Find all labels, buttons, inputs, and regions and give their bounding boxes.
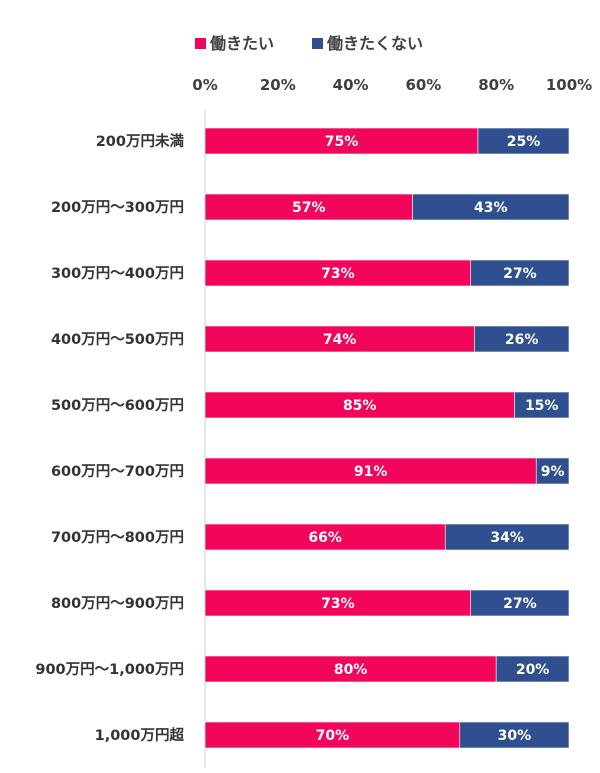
x-tick-label: 40% bbox=[333, 76, 369, 94]
x-tick-label: 60% bbox=[405, 76, 441, 94]
category-label: 200万円～300万円 bbox=[51, 199, 184, 216]
bar-not-want bbox=[470, 259, 570, 287]
category-label: 1,000万円超 bbox=[95, 726, 185, 744]
data-label: 27% bbox=[503, 266, 537, 282]
bar-want bbox=[204, 193, 413, 221]
category-label: 300万円～400万円 bbox=[51, 265, 184, 282]
data-label: 75% bbox=[325, 134, 359, 150]
legend-swatch-want bbox=[195, 38, 206, 49]
legend: 働きたい 働きたくない bbox=[195, 34, 423, 53]
x-tick-label: 80% bbox=[478, 76, 514, 94]
axis-layer: 0% 20% 40% 60% 80% 100% 200万円未満 200万円～300万円 300万… bbox=[35, 76, 592, 768]
legend-label-not-want: 働きたくない bbox=[326, 34, 423, 53]
data-label: 20% bbox=[516, 662, 550, 678]
bar-want bbox=[204, 259, 472, 287]
bar-want bbox=[204, 721, 461, 749]
bar-not-want bbox=[535, 457, 570, 485]
data-label: 74% bbox=[323, 332, 357, 348]
legend-label-want: 働きたい bbox=[209, 34, 274, 53]
data-label: 73% bbox=[321, 596, 355, 612]
bar-want bbox=[204, 127, 479, 155]
data-label: 80% bbox=[334, 662, 368, 678]
x-tick-label: 20% bbox=[260, 76, 296, 94]
bar-want bbox=[204, 391, 515, 419]
data-label: 57% bbox=[292, 200, 326, 216]
data-label: 66% bbox=[308, 530, 342, 546]
bar-layer bbox=[204, 127, 570, 749]
data-label: 9% bbox=[541, 464, 565, 480]
data-label: 26% bbox=[505, 332, 539, 348]
category-label: 200万円未満 bbox=[96, 132, 185, 150]
data-label: 34% bbox=[490, 530, 524, 546]
category-label: 900万円～1,000万円 bbox=[35, 661, 184, 678]
bar-want bbox=[204, 325, 475, 353]
x-tick-label: 100% bbox=[546, 76, 592, 94]
bar-want bbox=[204, 523, 446, 551]
data-label: 27% bbox=[503, 596, 537, 612]
data-label: 85% bbox=[343, 398, 377, 414]
bar-not-want bbox=[495, 655, 570, 683]
category-label: 500万円～600万円 bbox=[51, 397, 184, 414]
bar-not-want bbox=[474, 325, 570, 353]
bar-not-want bbox=[477, 127, 570, 155]
data-label: 73% bbox=[321, 266, 355, 282]
bar-not-want bbox=[470, 589, 570, 617]
data-label: 25% bbox=[507, 134, 541, 150]
category-label: 400万円～500万円 bbox=[51, 331, 184, 348]
legend-swatch-not-want bbox=[312, 38, 323, 49]
category-label: 800万円～900万円 bbox=[51, 595, 184, 612]
category-label: 700万円～800万円 bbox=[51, 529, 184, 546]
data-label: 30% bbox=[498, 728, 532, 744]
data-label: 91% bbox=[354, 464, 388, 480]
bar-not-want bbox=[459, 721, 570, 749]
label-layer: 75% 25% 57% 43% 73% 27% 74% 26% 85% 15% 91% 9% 66% 34… bbox=[292, 134, 565, 744]
bar-not-want bbox=[514, 391, 570, 419]
bar-not-want bbox=[444, 523, 570, 551]
data-label: 43% bbox=[474, 200, 508, 216]
data-label: 15% bbox=[525, 398, 559, 414]
x-tick-label: 0% bbox=[192, 76, 217, 94]
category-label: 600万円～700万円 bbox=[51, 463, 184, 480]
data-label: 70% bbox=[316, 728, 350, 744]
bar-not-want bbox=[412, 193, 570, 221]
